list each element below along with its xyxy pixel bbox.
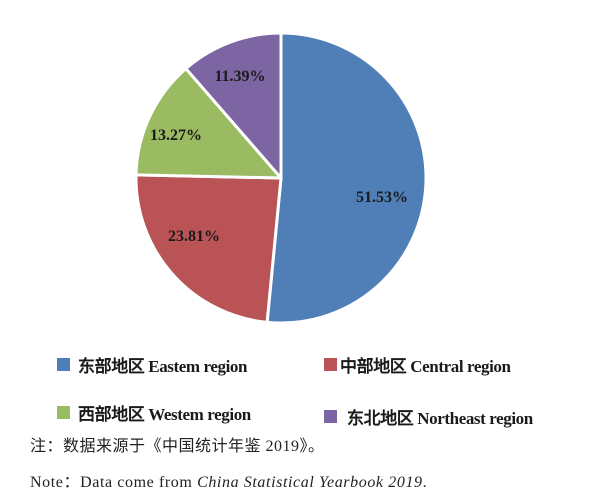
legend-item-western: 西部地区 Westem region	[57, 400, 251, 425]
slice-label-northeast: 11.39%	[214, 68, 266, 85]
source-note-chinese: 注：数据来源于《中国统计年鉴 2019》。	[30, 438, 325, 455]
slice-label-eastern: 51.53%	[356, 189, 408, 206]
note-prefix: Note：Data come from	[30, 474, 198, 491]
slice-label-central: 23.81%	[168, 228, 220, 245]
legend-label-northeast: 东北地区 Northeast region	[347, 409, 533, 428]
legend-label-central: 中部地区 Central region	[340, 357, 511, 376]
pie-slice-eastern	[265, 31, 428, 325]
legend-item-eastern: 东部地区 Eastem region	[57, 352, 247, 377]
note-yearbook-title: China Statistical Yearbook 2019	[197, 474, 423, 491]
legend-label-western: 西部地区 Westem region	[78, 405, 251, 424]
slice-label-western: 13.27%	[150, 127, 202, 144]
note-suffix: .	[422, 474, 428, 491]
legend-item-central: 中部地区 Central region	[324, 352, 511, 377]
legend-swatch-central	[324, 358, 337, 371]
source-note-english: Note：Data come from China Statistical Ye…	[30, 468, 427, 492]
legend-item-northeast: 东北地区 Northeast region	[324, 404, 533, 429]
legend-swatch-eastern	[57, 358, 70, 371]
pie-slice-northeast	[184, 31, 283, 180]
pie-slice-western	[134, 67, 283, 180]
legend-swatch-western	[57, 406, 70, 419]
pie-chart	[134, 31, 428, 325]
legend-label-eastern: 东部地区 Eastem region	[78, 357, 248, 376]
legend-swatch-northeast	[324, 410, 337, 423]
pie-slice-central	[134, 173, 283, 324]
